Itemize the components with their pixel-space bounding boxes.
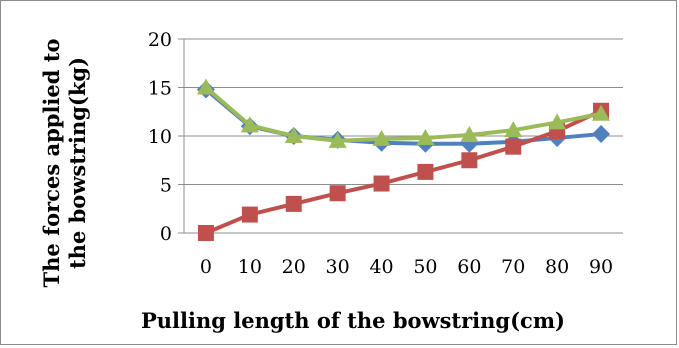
y-tick-label: 15 <box>148 78 172 100</box>
data-point-square <box>329 185 346 202</box>
series-1 <box>196 80 611 153</box>
y-tick-label: 10 <box>148 126 172 148</box>
series-line <box>205 108 602 235</box>
data-point-square <box>373 175 390 192</box>
x-tick-label: 70 <box>501 256 525 278</box>
data-point-square <box>197 225 214 241</box>
series <box>196 78 611 241</box>
data-point-triangle <box>504 121 523 138</box>
x-tick-label: 0 <box>200 256 212 278</box>
axes <box>178 38 623 234</box>
y-axis-title-line-1: The forces applied to <box>39 39 64 288</box>
data-point-square <box>417 163 434 180</box>
data-point-triangle <box>284 127 303 143</box>
data-point-square <box>505 138 522 155</box>
data-point-triangle <box>548 113 567 130</box>
y-axis-title: The forces applied to the bowstring(kg) <box>39 39 90 288</box>
x-tick-label: 60 <box>457 256 481 278</box>
x-tick-label: 10 <box>238 256 262 278</box>
x-axis-title: Pulling length of the bowstring(cm) <box>141 308 565 333</box>
x-tick-label: 20 <box>282 256 306 278</box>
data-point-square <box>285 195 302 212</box>
x-tick-label: 30 <box>326 256 350 278</box>
y-axis-title-line-2: the bowstring(kg) <box>65 57 90 269</box>
data-point-triangle <box>372 129 391 146</box>
tick-labels: 0 5 10 15 20 0 10 20 30 40 50 60 70 80 90 <box>148 29 613 278</box>
y-tick-label: 5 <box>160 175 172 197</box>
x-tick-label: 90 <box>589 256 613 278</box>
data-point-triangle <box>460 126 479 143</box>
data-point-square <box>461 152 478 169</box>
data-point-diamond <box>592 125 611 144</box>
data-point-triangle <box>416 128 435 145</box>
series-2 <box>197 102 610 241</box>
data-point-triangle <box>592 104 611 121</box>
x-tick-label: 50 <box>413 256 437 278</box>
gridlines <box>184 38 623 185</box>
data-point-triangle <box>240 116 259 133</box>
data-point-square <box>241 206 258 223</box>
y-tick-label: 0 <box>160 223 172 245</box>
y-tick-label: 20 <box>148 29 172 51</box>
series-line <box>204 85 602 143</box>
x-tick-label: 40 <box>369 256 393 278</box>
data-point-triangle <box>328 131 347 148</box>
x-tick-label: 80 <box>545 256 569 278</box>
data-point-triangle <box>196 78 215 95</box>
series-3 <box>196 78 611 148</box>
